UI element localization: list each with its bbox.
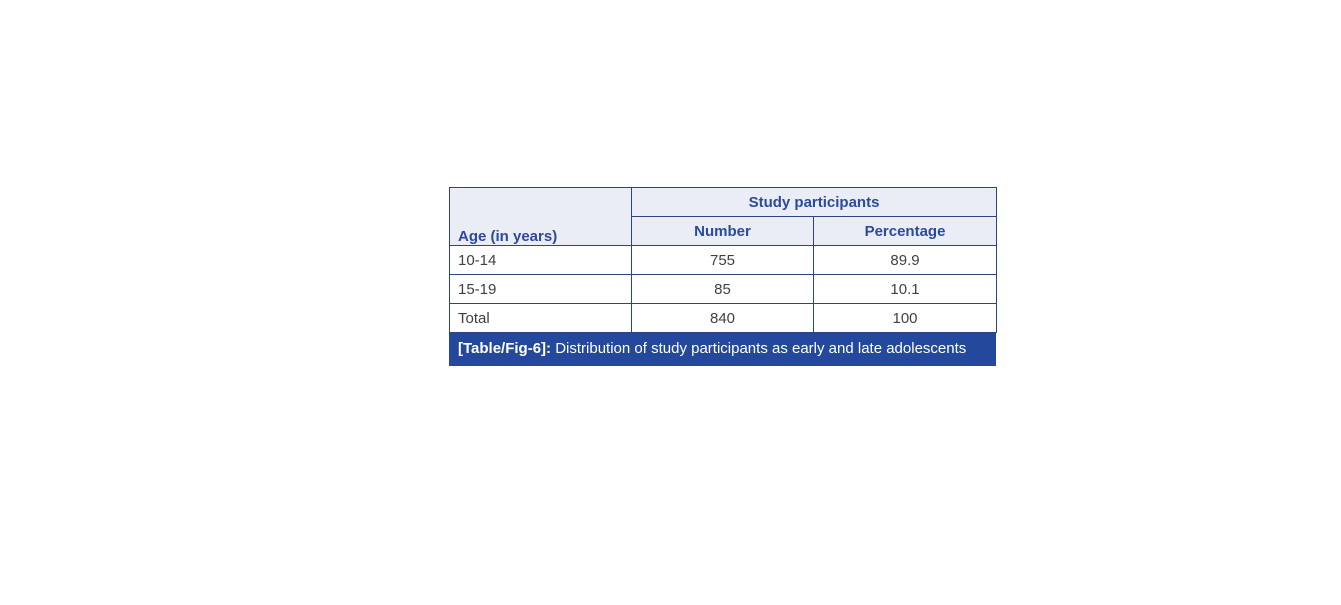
group-header-study-participants: Study participants — [630, 187, 998, 217]
table-caption-label: [Table/Fig-6]: — [458, 340, 552, 357]
cell-age-total: Total — [449, 303, 632, 333]
cell-percentage-total: 100 — [812, 303, 998, 333]
cell-age: 10-14 — [449, 245, 632, 275]
cell-percentage: 89.9 — [812, 245, 998, 275]
cell-percentage: 10.1 — [812, 274, 998, 304]
table-caption: [Table/Fig-6]: Distribution of study par… — [449, 333, 996, 366]
study-participants-table: Age (in years) Study participants Number… — [449, 187, 998, 333]
header-row-columns: Number Percentage — [450, 216, 998, 246]
table-row: 10-14 755 89.9 — [449, 245, 998, 275]
column-header-age: Age (in years) — [449, 187, 632, 246]
cell-number: 85 — [631, 274, 814, 304]
column-header-number: Number — [631, 216, 814, 246]
cell-age: 15-19 — [449, 274, 632, 304]
cell-number: 755 — [631, 245, 814, 275]
header-row-group: Age (in years) Study participants — [449, 187, 998, 246]
table-row: 15-19 85 10.1 — [449, 274, 998, 304]
table-row-total: Total 840 100 — [449, 303, 998, 333]
table-figure: Age (in years) Study participants Number… — [449, 187, 998, 366]
table-caption-text: Distribution of study participants as ea… — [551, 340, 967, 357]
column-header-percentage: Percentage — [812, 216, 998, 246]
cell-number-total: 840 — [631, 303, 814, 333]
